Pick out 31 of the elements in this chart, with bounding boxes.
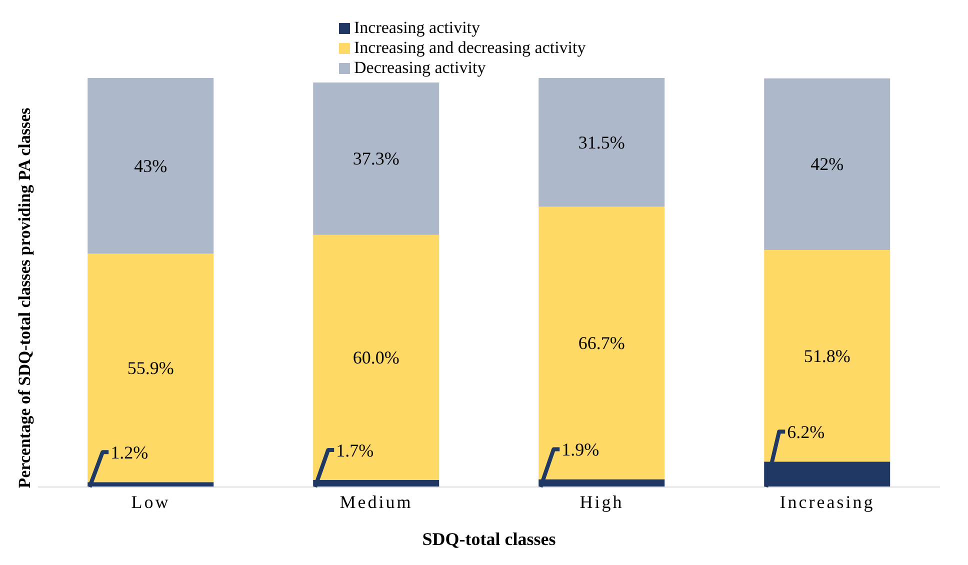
bar [764, 78, 890, 250]
bar [88, 254, 214, 482]
bar [538, 78, 665, 207]
x-tick-label: Low [131, 492, 170, 512]
legend-label: Increasing and decreasing activity [354, 38, 586, 58]
data-label: 37.3% [352, 148, 400, 169]
data-label: 1.7% [336, 440, 374, 460]
data-label: 31.5% [578, 132, 625, 152]
bar [88, 78, 214, 254]
data-label: 66.7% [578, 332, 625, 353]
x-tick-label: Medium [340, 492, 413, 512]
data-label: 42% [810, 154, 844, 174]
bar [313, 82, 440, 235]
bar [313, 480, 440, 487]
bar [313, 234, 440, 480]
legend-label: Decreasing activity [354, 58, 486, 78]
data-label: 6.2% [787, 422, 825, 442]
data-label: 1.9% [562, 440, 600, 460]
x-tick-label: Increasing [780, 492, 875, 512]
bar [538, 206, 665, 480]
data-label: 51.8% [804, 346, 850, 366]
data-label: 55.9% [127, 358, 174, 378]
bar [764, 250, 890, 462]
x-tick-label: High [580, 492, 624, 512]
legend-label: Increasing activity [354, 18, 480, 38]
y-axis-title: Percentage of SDQ-total classes providing PA classes [15, 107, 34, 488]
data-label: 60.0% [352, 347, 400, 368]
x-axis-title: SDQ-total classes [422, 529, 556, 549]
bar [538, 479, 665, 487]
data-label: 1.2% [110, 442, 148, 462]
data-label: 43% [134, 156, 168, 176]
